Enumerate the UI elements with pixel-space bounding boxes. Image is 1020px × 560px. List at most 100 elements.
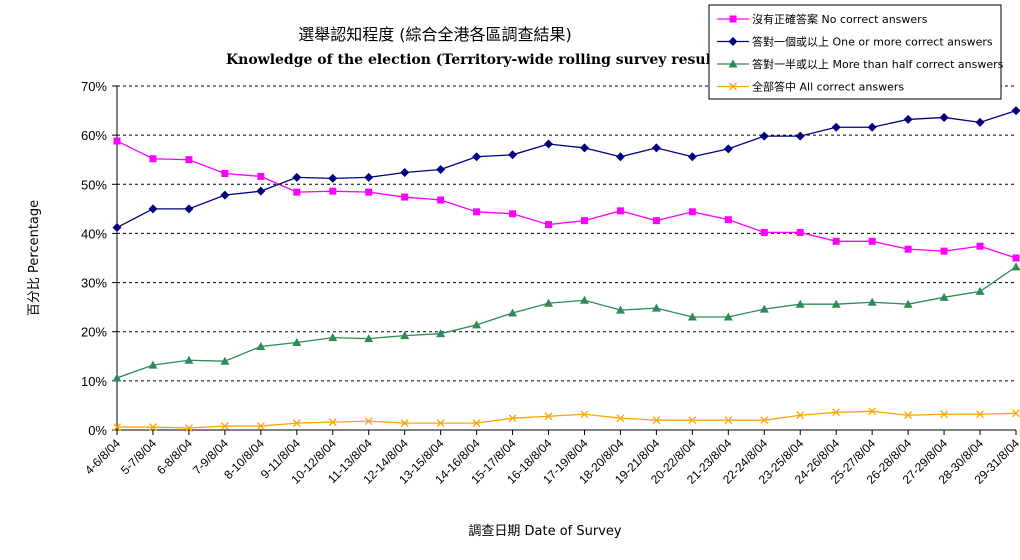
series-2-point	[975, 117, 985, 127]
y-axis-ticks: 0% 10% 20% 30% 40% 50% 60% 70%	[81, 79, 107, 438]
x-tick-label: 5-7/8/04	[118, 436, 159, 477]
y-axis-label: 百分比 Percentage	[27, 200, 42, 316]
series-2-point	[436, 165, 446, 175]
series-3-point	[544, 298, 554, 307]
series-4-point	[904, 411, 913, 420]
series-1-point	[185, 156, 193, 164]
legend-label: 答對一半或以上 More than half correct answers	[752, 57, 1004, 71]
series-4-point	[328, 418, 337, 427]
y-tick-label: 10%	[81, 374, 107, 389]
series-3-point	[112, 373, 122, 382]
series-4-point	[400, 419, 409, 428]
series-3-point	[831, 299, 841, 308]
series-4-point	[544, 412, 553, 421]
series-3	[112, 262, 1020, 382]
series-4-point	[364, 417, 373, 426]
series-3-point	[184, 355, 194, 364]
series-2-point	[544, 139, 554, 149]
series-1-point	[904, 245, 912, 253]
series-4-point	[580, 410, 589, 419]
y-tick-label: 30%	[81, 276, 107, 291]
y-tick-label: 70%	[81, 79, 107, 94]
y-tick-label: 20%	[81, 325, 107, 340]
series-2-point	[112, 223, 122, 233]
series-3-point	[975, 286, 985, 295]
series-1-point	[580, 217, 588, 225]
series-4-point	[508, 414, 517, 423]
series-3-point	[795, 299, 805, 308]
y-tick-label: 40%	[81, 226, 107, 241]
series-4-point	[832, 408, 841, 417]
series-4-point	[149, 423, 157, 432]
series-1	[113, 137, 1020, 262]
legend-marker	[728, 37, 738, 46]
y-tick-label: 60%	[81, 128, 107, 143]
series-3-point	[472, 320, 482, 329]
series-1-point	[1012, 254, 1020, 262]
series-2-point	[400, 167, 410, 177]
series-3-point	[292, 338, 302, 347]
series-3-point	[723, 312, 733, 321]
series-2-point	[472, 152, 482, 162]
legend-label: 全部答中 All correct answers	[752, 80, 904, 94]
series-1-point	[545, 221, 553, 229]
legend: 沒有正確答案 No correct answers 答對一個或以上 One or …	[708, 4, 1004, 100]
series-3-point	[436, 329, 446, 338]
series-1-point	[509, 210, 517, 218]
series-3-point	[1011, 262, 1020, 271]
series-4-point	[292, 419, 301, 428]
series-group	[112, 106, 1020, 432]
series-1-point	[329, 187, 337, 195]
legend-label: 沒有正確答案 No correct answers	[752, 12, 928, 26]
series-2-point	[579, 143, 589, 153]
series-1-point	[401, 193, 409, 201]
series-4-point	[652, 416, 661, 425]
gridlines	[117, 85, 1016, 382]
series-4-point	[760, 416, 769, 425]
axes	[112, 85, 1017, 435]
series-4-point	[688, 416, 697, 425]
series-1-point	[976, 242, 984, 250]
series-2-point	[184, 204, 194, 214]
series-2-point	[795, 131, 805, 141]
series-2-point	[1011, 106, 1020, 116]
series-2-point	[364, 172, 374, 182]
series-2-point	[687, 152, 697, 162]
series-4-point	[868, 407, 877, 416]
series-2-point	[759, 131, 769, 141]
series-1-point	[437, 196, 445, 204]
series-1-point	[760, 228, 768, 236]
series-3-point	[939, 292, 949, 301]
series-3-point	[364, 334, 374, 343]
series-3-point	[651, 303, 661, 312]
x-tick-label: 6-8/8/04	[154, 436, 195, 477]
series-4-point	[940, 410, 949, 419]
series-3-point	[687, 312, 697, 321]
series-4-point	[616, 414, 625, 423]
series-3-point	[508, 308, 518, 317]
series-1-point	[616, 207, 624, 215]
series-4-point	[1012, 409, 1020, 418]
series-3-point	[256, 341, 266, 350]
series-3-point	[400, 331, 410, 340]
series-2-point	[867, 122, 877, 132]
series-4-point	[472, 419, 481, 428]
series-2-point	[508, 150, 518, 160]
series-2-point	[328, 173, 338, 183]
series-2-point	[939, 112, 949, 122]
series-1-point	[473, 208, 481, 216]
series-1-point	[724, 216, 732, 224]
x-tick-label: 4-6/8/04	[82, 436, 123, 477]
series-4-point	[256, 422, 265, 431]
series-2-point	[615, 152, 625, 162]
legend-label: 答對一個或以上 One or more correct answers	[752, 35, 993, 49]
series-4	[113, 407, 1020, 432]
series-2	[112, 106, 1020, 233]
series-1-point	[365, 188, 373, 196]
series-4-line	[117, 410, 1017, 429]
series-2-point	[220, 190, 230, 200]
chart-title: 選舉認知程度 (綜合全港各區調查結果)	[298, 25, 572, 44]
series-3-point	[148, 360, 158, 369]
series-1-point	[293, 188, 301, 196]
